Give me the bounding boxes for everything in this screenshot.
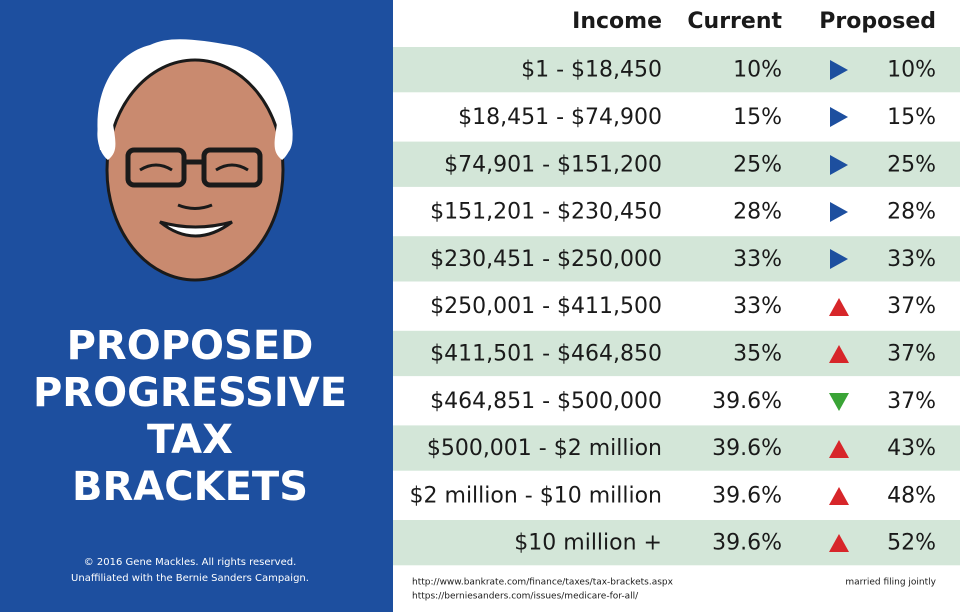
credits: © 2016 Gene Mackles. All rights reserved… (71, 557, 309, 584)
column-header: Current (687, 9, 782, 34)
title-line: PROPOSED (67, 323, 314, 369)
arrow-up (829, 298, 849, 316)
cell: $411,501 - $464,850 (430, 341, 662, 366)
row-shade (378, 520, 960, 566)
cell: 37% (887, 294, 936, 319)
arrow-same (830, 155, 848, 175)
source-link: https://berniesanders.com/issues/medicar… (412, 592, 639, 602)
row-shade (378, 236, 960, 282)
cell: 48% (887, 483, 936, 508)
column-header: Income (572, 9, 662, 34)
cell: 39.6% (712, 389, 782, 414)
cell: $2 million - $10 million (410, 483, 662, 508)
arrow-same (830, 60, 848, 80)
arrow-up (829, 345, 849, 363)
cell: 33% (733, 247, 782, 272)
credit-line: Unaffiliated with the Bernie Sanders Cam… (71, 573, 309, 584)
cell: $1 - $18,450 (521, 58, 662, 83)
cell: $74,901 - $151,200 (444, 152, 662, 177)
cell: 10% (733, 58, 782, 83)
arrow-same (830, 202, 848, 222)
cell: 25% (733, 152, 782, 177)
cell: $464,851 - $500,000 (430, 389, 662, 414)
cell: 52% (887, 531, 936, 556)
cell: 15% (733, 105, 782, 130)
cell: $10 million + (514, 531, 662, 556)
cell: 35% (733, 341, 782, 366)
cell: $500,001 - $2 million (427, 436, 662, 461)
arrow-up (829, 487, 849, 505)
change-arrows (829, 60, 849, 552)
cell: $250,001 - $411,500 (430, 294, 662, 319)
credit-line: © 2016 Gene Mackles. All rights reserved… (84, 557, 297, 568)
cell: 39.6% (712, 436, 782, 461)
cell: $151,201 - $230,450 (430, 200, 662, 225)
cell: 15% (887, 105, 936, 130)
arrow-up (829, 534, 849, 552)
cell: 37% (887, 341, 936, 366)
arrow-same (830, 107, 848, 127)
cell: 33% (733, 294, 782, 319)
source-link: http://www.bankrate.com/finance/taxes/ta… (412, 578, 674, 588)
row-shade (378, 141, 960, 187)
cell: 28% (887, 200, 936, 225)
cell: 39.6% (712, 483, 782, 508)
cell: 28% (733, 200, 782, 225)
title-line: BRACKETS (72, 464, 308, 510)
face-illustration (97, 39, 293, 282)
title-line: PROGRESSIVE (33, 370, 347, 416)
note: married filing jointly (845, 578, 936, 588)
cell: 43% (887, 436, 936, 461)
row-shade (378, 425, 960, 471)
arrow-down (829, 393, 849, 411)
cell: 39.6% (712, 531, 782, 556)
row-shade (378, 330, 960, 377)
cell: 33% (887, 247, 936, 272)
cell: 25% (887, 152, 936, 177)
row-shade (378, 47, 960, 93)
table-rows: Income Current Proposed $1 - $18,450 10% 10% $… (378, 9, 960, 566)
title-line: TAX (147, 417, 233, 463)
cell: $18,451 - $74,900 (458, 105, 662, 130)
column-header: Proposed (819, 9, 936, 34)
arrow-up (829, 440, 849, 458)
cell: $230,451 - $250,000 (430, 247, 662, 272)
cell: 10% (887, 58, 936, 83)
arrow-same (830, 249, 848, 269)
cell: 37% (887, 389, 936, 414)
